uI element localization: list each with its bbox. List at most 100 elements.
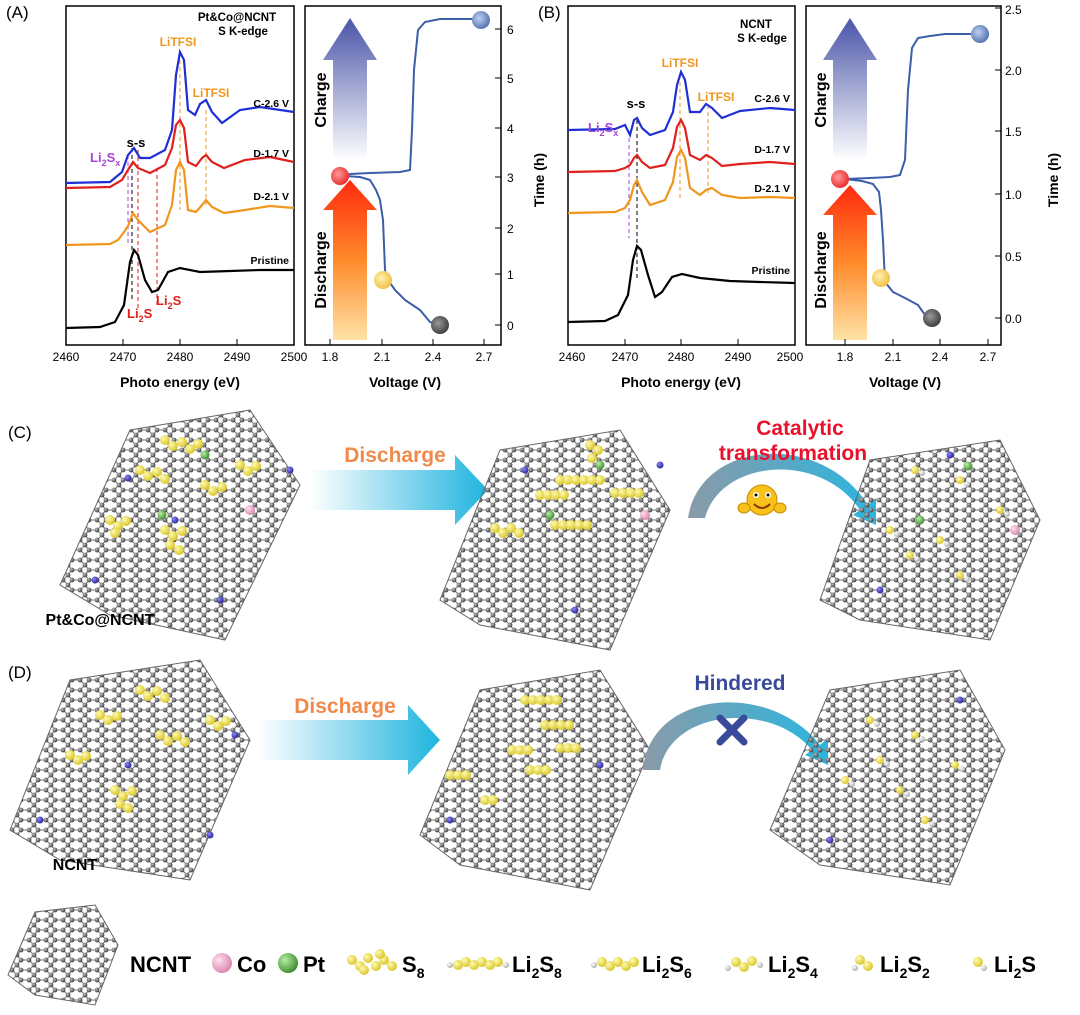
discharge-arrow-label: Discharge xyxy=(294,695,396,718)
label-d17: D-1.7 V xyxy=(253,148,289,160)
gcd-marker-d21 xyxy=(374,271,392,289)
legend-li2s4-swatch xyxy=(725,956,763,972)
panel-b-gcd-xaxis: 1.8 2.1 2.4 2.7 xyxy=(837,339,997,364)
panel-b-gcd-xlabel: Voltage (V) xyxy=(869,374,941,390)
legend-li2s8-swatch xyxy=(447,957,509,970)
curve-d21 xyxy=(567,147,796,215)
panel-b-xtick: 2470 xyxy=(612,350,639,364)
discharge-arrow xyxy=(823,185,877,340)
annotation-litfsi-1: LiTFSI xyxy=(160,35,197,49)
panel-b-ytick: 2.0 xyxy=(1005,64,1022,78)
legend-ncnt-label: NCNT xyxy=(130,952,192,977)
panel-a-xanes-plot: Pt&Co@NCNT S K-edge C-2.6 V D-1.7 V D-2.… xyxy=(53,5,308,390)
legend-li2s-swatch xyxy=(973,957,987,971)
panel-b-gcd-plot: Charge Discharge 0.0 0.5 1.0 1.5 2.0 2.5… xyxy=(805,3,1061,390)
panel-a-xtick: 2470 xyxy=(110,350,137,364)
charge-arrow xyxy=(823,18,877,160)
pt-atom xyxy=(200,450,210,460)
smiley-icon xyxy=(737,484,787,516)
panel-b-xtick: 2500 xyxy=(777,350,804,364)
legend-ncnt-tube xyxy=(7,904,119,1006)
panel-a-ytick: 1 xyxy=(507,268,514,282)
gcd-marker-c26 xyxy=(971,25,989,43)
panel-a-gcd-yaxis: 0 1 2 3 4 5 6 xyxy=(495,23,514,333)
annotation-ss: s-s xyxy=(127,135,146,150)
annotation-litfsi-1: LiTFSI xyxy=(662,56,699,70)
gcd-marker-d21 xyxy=(872,269,890,287)
label-pristine: Pristine xyxy=(751,265,790,277)
annotation-litfsi-2: LiTFSI xyxy=(698,90,735,104)
panel-b-ytick: 0.0 xyxy=(1005,312,1022,326)
cross-icon xyxy=(716,714,748,746)
panel-a-ytick: 0 xyxy=(507,319,514,333)
legend-li2s2-swatch xyxy=(852,955,873,971)
panel-a: (A) Pt&Co@NCNT S K-edge C-2.6 V D-1.7 V … xyxy=(6,3,547,390)
panel-b-gcd-xtick: 1.8 xyxy=(837,350,854,364)
legend-li2s6-swatch xyxy=(591,957,639,971)
panel-b-ytick: 0.5 xyxy=(1005,250,1022,264)
gcd-a-curve xyxy=(344,18,480,326)
panel-d-tag: (D) xyxy=(8,663,32,682)
legend-co-swatch xyxy=(212,953,232,973)
curve-pristine xyxy=(65,247,294,330)
charge-label: Charge xyxy=(313,72,330,127)
catalytic-label-line1: Catalytic xyxy=(756,417,844,440)
legend: NCNT Co Pt S8 Li2S8 Li2S6 Li2S4 xyxy=(7,904,1036,1006)
panel-b-subtitle: S K-edge xyxy=(737,33,787,45)
panel-a-gcd-xtick: 2.1 xyxy=(374,350,391,364)
curve-d21 xyxy=(65,159,295,247)
discharge-arrow-label: Discharge xyxy=(344,444,446,467)
annotation-li2s-2: Li2S xyxy=(156,293,182,311)
panel-b-xlabel: Photo energy (eV) xyxy=(621,374,741,390)
gcd-marker-start xyxy=(923,309,941,327)
panel-b-ylabel: Time (h) xyxy=(1045,153,1061,207)
charge-arrow xyxy=(323,18,377,160)
panel-b-xanes-plot: NCNT S K-edge C-2.6 V D-1.7 V D-2.1 V Pr… xyxy=(559,5,804,390)
panel-a-ytick: 4 xyxy=(507,122,514,136)
annotation-li2s-1: Li2S xyxy=(127,306,153,324)
gcd-marker-start xyxy=(431,316,449,334)
tube-label-ncnt: NCNT xyxy=(53,857,98,874)
pt-atom xyxy=(157,510,167,520)
panel-b-ytick: 1.0 xyxy=(1005,188,1022,202)
panel-b-gcd-yaxis: 0.0 0.5 1.0 1.5 2.0 2.5 xyxy=(995,3,1022,326)
legend-li2s-label: Li2S xyxy=(994,952,1036,981)
legend-s8-swatch xyxy=(347,949,397,975)
panel-c-tag: (C) xyxy=(8,423,32,442)
co-atom xyxy=(245,505,255,515)
tube-label-ptco: Pt&Co@NCNT xyxy=(46,612,155,629)
panel-a-ylabel: Time (h) xyxy=(531,153,547,207)
panel-a-xtick: 2490 xyxy=(224,350,251,364)
annotation-li2sx: Li2Sx xyxy=(588,120,618,138)
panel-a-gcd-xlabel: Voltage (V) xyxy=(369,374,441,390)
panel-b-ytick: 2.5 xyxy=(1005,3,1022,17)
label-d21: D-2.1 V xyxy=(754,183,790,195)
legend-pt-swatch xyxy=(278,953,298,973)
panel-b-title: NCNT xyxy=(740,19,772,31)
legend-li2s2-label: Li2S2 xyxy=(880,952,930,981)
panel-b-gcd-xtick: 2.7 xyxy=(980,350,997,364)
legend-s8-label: S8 xyxy=(402,952,425,981)
charge-label: Charge xyxy=(813,72,830,127)
discharge-label: Discharge xyxy=(313,231,330,308)
gcd-marker-d17 xyxy=(331,167,349,185)
legend-li2s8-label: Li2S8 xyxy=(512,952,562,981)
label-pristine: Pristine xyxy=(250,255,289,267)
panel-a-xtick: 2480 xyxy=(167,350,194,364)
panel-a-gcd-xtick: 1.8 xyxy=(322,350,339,364)
panel-a-ytick: 6 xyxy=(507,23,514,37)
panel-b: (B) NCNT S K-edge C-2.6 V D-1.7 V D-2.1 … xyxy=(538,3,1061,390)
nanotube-c1 xyxy=(59,409,301,641)
curve-pristine xyxy=(567,243,796,324)
panel-b-gcd-frame xyxy=(805,5,1002,346)
panel-b-xaxis: 2460 2470 2480 2490 2500 xyxy=(559,339,804,364)
panel-c: (C) Pt&Co@NCNT Discharge xyxy=(8,409,1041,651)
panel-a-xtick: 2500 xyxy=(281,350,308,364)
curve-c26 xyxy=(567,69,796,139)
panel-b-xtick: 2480 xyxy=(668,350,695,364)
discharge-flow-arrow xyxy=(310,455,488,525)
panel-a-xtick: 2460 xyxy=(53,350,80,364)
panel-a-gcd-xtick: 2.7 xyxy=(476,350,493,364)
nanotube-c2 xyxy=(439,429,671,651)
hindered-arc-arrow xyxy=(643,702,828,770)
